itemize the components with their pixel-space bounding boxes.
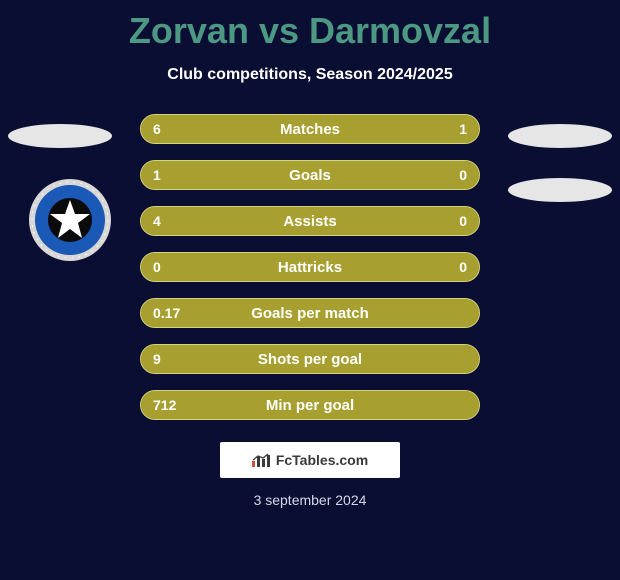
- stat-value-left: 9: [153, 351, 161, 367]
- stat-value-left: 712: [153, 397, 176, 413]
- stat-fill-left: [141, 207, 405, 235]
- stat-row: 0 Hattricks 0: [140, 252, 480, 282]
- stat-row: 712 Min per goal: [140, 390, 480, 420]
- club-badge-left: [20, 178, 120, 262]
- stat-row: 0.17 Goals per match: [140, 298, 480, 328]
- stat-label: Min per goal: [266, 397, 354, 414]
- stat-value-right: 0: [459, 259, 467, 275]
- avatar-placeholder-right-top: [508, 124, 612, 148]
- stat-fill-left: [141, 115, 408, 143]
- stat-row: 6 Matches 1: [140, 114, 480, 144]
- stat-fill-left: [141, 161, 367, 189]
- stat-value-left: 0.17: [153, 305, 180, 321]
- stat-fill-right: [405, 207, 479, 235]
- page-subtitle: Club competitions, Season 2024/2025: [0, 66, 620, 84]
- avatar-placeholder-left-top: [8, 124, 112, 148]
- stat-label: Goals: [289, 167, 331, 184]
- brand-box: FcTables.com: [220, 442, 400, 478]
- stat-row: 1 Goals 0: [140, 160, 480, 190]
- chart-icon: [252, 453, 270, 467]
- stat-label: Matches: [280, 121, 340, 138]
- stat-row: 4 Assists 0: [140, 206, 480, 236]
- avatar-placeholder-right-bottom: [508, 178, 612, 202]
- stat-value-left: 4: [153, 213, 161, 229]
- stat-label: Hattricks: [278, 259, 342, 276]
- stat-label: Goals per match: [251, 305, 369, 322]
- stat-fill-right: [408, 115, 479, 143]
- stat-row: 9 Shots per goal: [140, 344, 480, 374]
- brand-label: FcTables.com: [276, 452, 368, 468]
- stat-label: Assists: [283, 213, 336, 230]
- stat-value-right: 0: [459, 213, 467, 229]
- date-label: 3 september 2024: [0, 492, 620, 508]
- stat-rows: 6 Matches 1 1 Goals 0 4 Assists 0 0 Hattricks 0 0.17…: [0, 114, 620, 420]
- stat-value-right: 0: [459, 167, 467, 183]
- stat-value-left: 0: [153, 259, 161, 275]
- stat-label: Shots per goal: [258, 351, 362, 368]
- stat-value-right: 1: [459, 121, 467, 137]
- stat-value-left: 1: [153, 167, 161, 183]
- page-title: Zorvan vs Darmovzal: [0, 0, 620, 52]
- stat-value-left: 6: [153, 121, 161, 137]
